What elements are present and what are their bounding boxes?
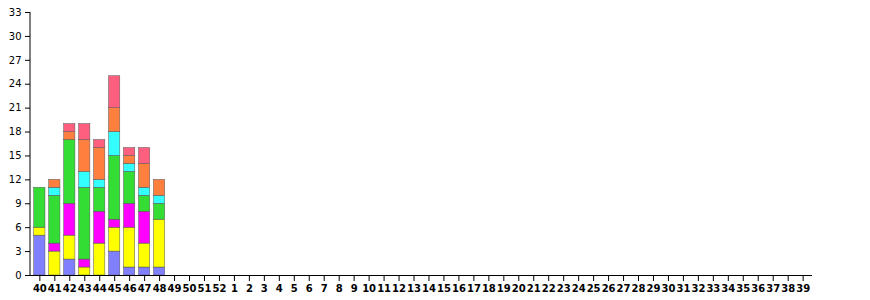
svg-text:4: 4: [276, 283, 283, 294]
svg-text:30: 30: [9, 31, 22, 42]
svg-text:32: 32: [691, 283, 705, 294]
svg-text:40: 40: [33, 283, 47, 294]
svg-text:44: 44: [93, 283, 107, 294]
svg-text:45: 45: [108, 283, 122, 294]
svg-text:25: 25: [587, 283, 601, 294]
svg-text:48: 48: [153, 283, 167, 294]
svg-text:16: 16: [452, 283, 466, 294]
svg-text:26: 26: [602, 283, 616, 294]
svg-text:36: 36: [751, 283, 765, 294]
svg-text:30: 30: [661, 283, 675, 294]
svg-text:34: 34: [721, 283, 735, 294]
svg-text:12: 12: [392, 283, 406, 294]
svg-text:21: 21: [9, 102, 22, 113]
svg-text:17: 17: [467, 283, 481, 294]
svg-text:31: 31: [676, 283, 690, 294]
svg-text:15: 15: [9, 150, 22, 161]
svg-text:10: 10: [362, 283, 376, 294]
svg-text:37: 37: [766, 283, 780, 294]
svg-text:20: 20: [512, 283, 526, 294]
svg-text:2: 2: [246, 283, 253, 294]
svg-text:9: 9: [15, 198, 21, 209]
svg-text:35: 35: [736, 283, 750, 294]
svg-text:18: 18: [9, 126, 22, 137]
svg-text:23: 23: [557, 283, 571, 294]
svg-text:11: 11: [377, 283, 391, 294]
svg-text:19: 19: [497, 283, 511, 294]
svg-text:24: 24: [572, 283, 586, 294]
svg-text:27: 27: [617, 283, 631, 294]
svg-text:43: 43: [78, 283, 92, 294]
svg-text:21: 21: [527, 283, 541, 294]
svg-text:29: 29: [647, 283, 661, 294]
svg-text:38: 38: [781, 283, 795, 294]
svg-text:6: 6: [15, 222, 21, 233]
svg-text:14: 14: [422, 283, 436, 294]
svg-text:9: 9: [351, 283, 358, 294]
svg-text:33: 33: [9, 7, 22, 18]
svg-text:15: 15: [437, 283, 451, 294]
svg-text:52: 52: [212, 283, 226, 294]
svg-text:8: 8: [336, 283, 343, 294]
svg-text:13: 13: [407, 283, 421, 294]
svg-text:51: 51: [198, 283, 212, 294]
svg-text:39: 39: [796, 283, 810, 294]
svg-text:7: 7: [321, 283, 328, 294]
svg-text:18: 18: [482, 283, 496, 294]
svg-text:3: 3: [261, 283, 268, 294]
svg-text:47: 47: [138, 283, 152, 294]
svg-text:42: 42: [63, 283, 77, 294]
svg-text:50: 50: [183, 283, 197, 294]
svg-text:33: 33: [706, 283, 720, 294]
svg-text:28: 28: [632, 283, 646, 294]
svg-text:46: 46: [123, 283, 137, 294]
svg-text:49: 49: [168, 283, 182, 294]
svg-text:27: 27: [9, 55, 22, 66]
svg-text:1: 1: [231, 283, 238, 294]
svg-text:24: 24: [9, 78, 22, 89]
svg-text:22: 22: [542, 283, 556, 294]
svg-text:12: 12: [9, 174, 22, 185]
svg-text:41: 41: [48, 283, 62, 294]
svg-text:6: 6: [306, 283, 313, 294]
svg-text:5: 5: [291, 283, 298, 294]
svg-text:0: 0: [15, 270, 21, 281]
svg-text:3: 3: [15, 246, 21, 257]
